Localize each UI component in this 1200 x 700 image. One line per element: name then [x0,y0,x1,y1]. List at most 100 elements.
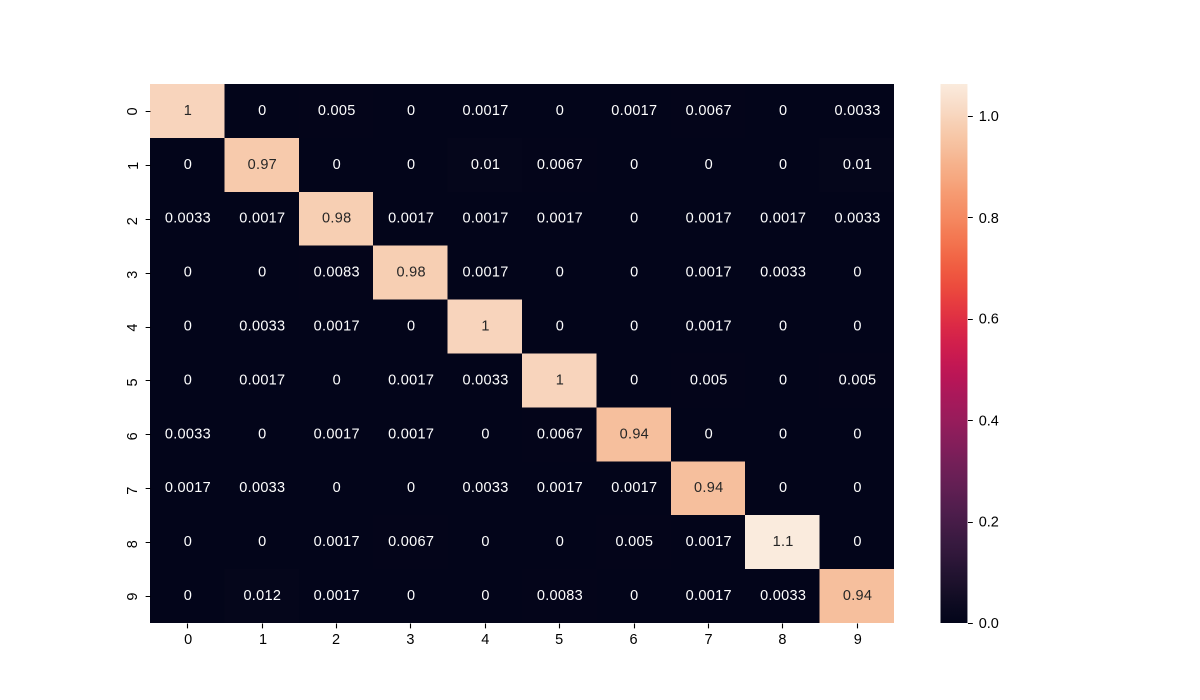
svg-text:0: 0 [705,426,713,442]
svg-text:0: 0 [705,157,713,173]
svg-text:0.0017: 0.0017 [760,211,806,227]
svg-text:0.94: 0.94 [843,588,872,604]
svg-text:0.4: 0.4 [979,414,999,430]
svg-text:0.0067: 0.0067 [686,103,732,119]
svg-text:0: 0 [779,157,787,173]
svg-text:0: 0 [407,103,415,119]
svg-text:9: 9 [125,593,141,601]
svg-text:0: 0 [853,480,861,496]
svg-text:0.0033: 0.0033 [462,372,508,388]
svg-text:1.0: 1.0 [979,109,999,125]
svg-text:0.0017: 0.0017 [165,480,211,496]
svg-text:0.0067: 0.0067 [537,157,583,173]
svg-text:0.0083: 0.0083 [314,265,360,281]
svg-text:0.0033: 0.0033 [165,211,211,227]
svg-text:7: 7 [125,487,141,495]
svg-text:0: 0 [556,103,564,119]
svg-text:0: 0 [258,426,266,442]
svg-text:0.0017: 0.0017 [686,588,732,604]
svg-text:0: 0 [258,265,266,281]
svg-text:0.0067: 0.0067 [388,534,434,550]
svg-text:0.0017: 0.0017 [611,480,657,496]
svg-text:0.0017: 0.0017 [537,211,583,227]
svg-text:0.0017: 0.0017 [314,534,360,550]
svg-text:0.012: 0.012 [243,588,281,604]
svg-text:0.0017: 0.0017 [686,265,732,281]
svg-text:0.0017: 0.0017 [686,319,732,335]
svg-text:1: 1 [481,319,489,335]
svg-text:0.005: 0.005 [615,534,653,550]
svg-text:0.01: 0.01 [843,157,872,173]
svg-text:0: 0 [779,319,787,335]
svg-text:0.0017: 0.0017 [239,372,285,388]
svg-text:0.0017: 0.0017 [686,211,732,227]
svg-text:0.0017: 0.0017 [239,211,285,227]
svg-text:6: 6 [630,632,638,648]
svg-text:6: 6 [125,432,141,440]
svg-text:0: 0 [407,319,415,335]
svg-text:0.94: 0.94 [620,426,649,442]
svg-text:0.94: 0.94 [694,480,723,496]
svg-text:0: 0 [779,103,787,119]
svg-text:0.0017: 0.0017 [611,103,657,119]
svg-text:0.0017: 0.0017 [388,372,434,388]
svg-text:5: 5 [125,378,141,386]
svg-text:0: 0 [184,632,192,648]
svg-text:0.0017: 0.0017 [462,265,508,281]
svg-text:0.98: 0.98 [396,265,425,281]
svg-text:0: 0 [333,372,341,388]
svg-text:0.8: 0.8 [979,211,999,227]
svg-text:0.98: 0.98 [322,211,351,227]
svg-text:1: 1 [184,103,192,119]
svg-text:0: 0 [853,265,861,281]
svg-text:0.0033: 0.0033 [165,426,211,442]
svg-text:0: 0 [630,319,638,335]
svg-text:0: 0 [258,534,266,550]
svg-text:0: 0 [258,103,266,119]
svg-text:1: 1 [556,372,564,388]
svg-text:1: 1 [126,162,142,170]
svg-text:0.0083: 0.0083 [537,588,583,604]
svg-text:0: 0 [556,534,564,550]
svg-text:0.0033: 0.0033 [462,480,508,496]
svg-text:0: 0 [407,480,415,496]
svg-text:0.0017: 0.0017 [388,211,434,227]
svg-text:0: 0 [853,426,861,442]
svg-text:0.0017: 0.0017 [314,426,360,442]
svg-text:0.0: 0.0 [979,616,999,632]
svg-text:0.0017: 0.0017 [314,319,360,335]
svg-text:0.6: 0.6 [979,312,999,328]
svg-text:0: 0 [184,534,192,550]
svg-text:1: 1 [259,632,267,648]
svg-text:2: 2 [125,217,141,225]
svg-text:0: 0 [407,588,415,604]
svg-text:9: 9 [854,632,862,648]
svg-text:8: 8 [125,540,141,548]
svg-text:0: 0 [333,157,341,173]
svg-text:0.005: 0.005 [839,372,877,388]
svg-text:0: 0 [184,588,192,604]
svg-text:0.0033: 0.0033 [760,588,806,604]
svg-text:4: 4 [125,324,141,332]
svg-text:0: 0 [184,319,192,335]
svg-text:0.0033: 0.0033 [239,480,285,496]
svg-text:0.0033: 0.0033 [239,319,285,335]
svg-text:0.0017: 0.0017 [686,534,732,550]
svg-text:0.005: 0.005 [690,372,728,388]
svg-text:0.0017: 0.0017 [537,480,583,496]
svg-text:0.0033: 0.0033 [834,211,880,227]
svg-text:0: 0 [184,157,192,173]
svg-text:0: 0 [481,588,489,604]
svg-text:0.0033: 0.0033 [760,265,806,281]
svg-text:0.0017: 0.0017 [314,588,360,604]
svg-text:0.0017: 0.0017 [388,426,434,442]
svg-text:0.2: 0.2 [979,515,999,531]
svg-text:0.005: 0.005 [318,103,356,119]
svg-text:0: 0 [184,372,192,388]
svg-text:0: 0 [779,372,787,388]
svg-text:0: 0 [630,265,638,281]
svg-text:0: 0 [481,426,489,442]
svg-text:0.0017: 0.0017 [462,211,508,227]
svg-text:0: 0 [407,157,415,173]
svg-text:3: 3 [406,632,414,648]
